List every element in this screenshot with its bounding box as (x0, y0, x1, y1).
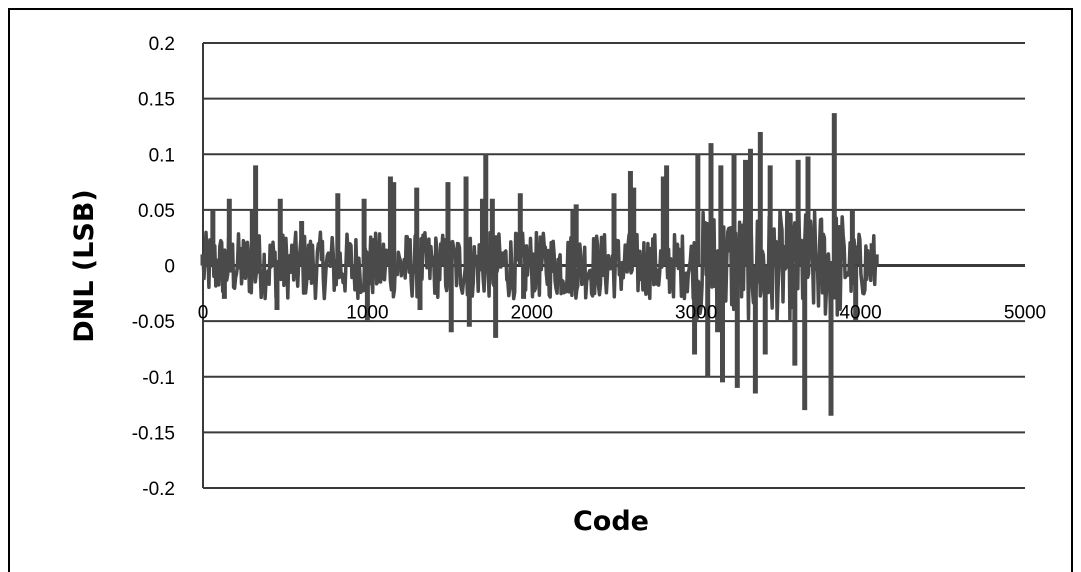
series-dnl (200, 113, 879, 416)
y-tick-label: 0.05 (138, 201, 175, 222)
x-tick-label: 2000 (511, 303, 553, 324)
y-tick-label: -0.2 (142, 479, 175, 500)
x-tick-label: 4000 (839, 303, 881, 324)
x-tick-labels: 0 1000 2000 3000 4000 5000 (198, 303, 1046, 324)
y-tick-label: 0.1 (149, 145, 175, 166)
x-axis-title: Code (573, 506, 649, 537)
y-tick-label: -0.15 (132, 423, 175, 444)
y-tick-label: 0.2 (149, 34, 175, 55)
y-tick-label: 0.15 (138, 90, 175, 111)
x-tick-label: 3000 (675, 303, 717, 324)
series-noise-line (201, 208, 878, 322)
y-tick-label: -0.05 (132, 312, 175, 333)
y-tick-label: 0 (164, 257, 175, 278)
y-axis-title: DNL (LSB) (69, 189, 100, 343)
x-tick-label: 5000 (1004, 303, 1046, 324)
x-tick-label: 0 (198, 303, 209, 324)
y-tick-labels: 0.2 0.15 0.1 0.05 0 -0.05 -0.1 -0.15 -0.2 (132, 34, 175, 500)
y-tick-label: -0.1 (142, 368, 175, 389)
chart-frame (8, 8, 1073, 572)
x-tick-label: 1000 (346, 303, 388, 324)
